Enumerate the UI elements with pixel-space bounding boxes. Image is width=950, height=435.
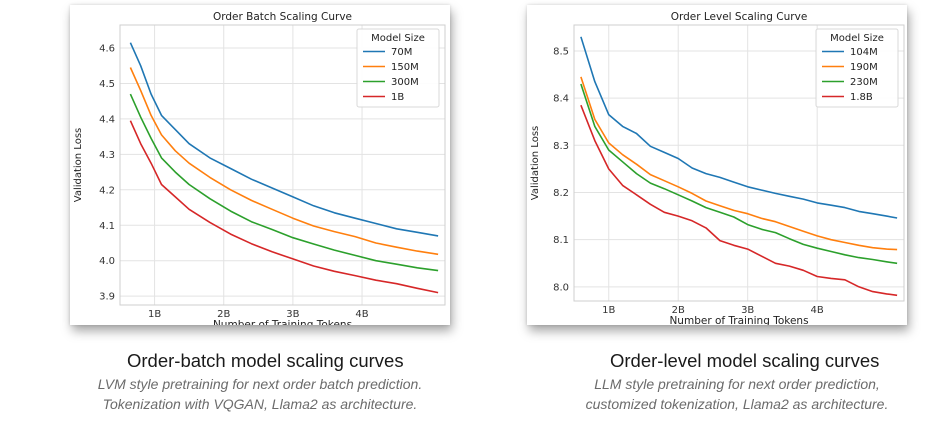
- right-caption-line-1: LLM style pretraining for next order pre…: [594, 376, 880, 392]
- y-tick-label: 4.2: [99, 185, 115, 196]
- y-tick-label: 4.5: [99, 79, 115, 90]
- right-chart-panel: 8.0 8.1 8.2 8.3 8.4 8.5 1B 2B 3B 4B Order Level Sc…: [527, 5, 907, 325]
- chart-title: Order Batch Scaling Curve: [213, 11, 352, 23]
- series-line-190m: [580, 76, 898, 251]
- legend-entry: 190M: [850, 62, 878, 73]
- series-line-230m: [580, 83, 898, 265]
- legend-entry: 300M: [391, 77, 419, 88]
- y-axis-label: Validation Loss: [530, 126, 541, 201]
- x-tick-label: 4B: [355, 309, 368, 320]
- left-caption-subtitle: LVM style pretraining for next order bat…: [45, 374, 475, 414]
- left-caption-line-2: Tokenization with VQGAN, Llama2 as archi…: [102, 396, 418, 412]
- legend-entry: 70M: [391, 47, 412, 58]
- y-tick-label: 3.9: [99, 292, 115, 303]
- y-tick-label: 8.1: [553, 235, 569, 246]
- right-caption-line-2: customized tokenization, Llama2 as archi…: [585, 396, 889, 412]
- series-line-104m: [580, 36, 898, 219]
- y-tick-label: 8.4: [553, 94, 569, 105]
- y-tick-label: 8.2: [553, 188, 569, 199]
- series-line-1b: [129, 120, 439, 294]
- plot-frame: [573, 24, 905, 302]
- chart-title: Order Level Scaling Curve: [671, 11, 808, 23]
- y-axis-label: Validation Loss: [73, 128, 84, 203]
- x-tick-label: 3B: [741, 305, 754, 316]
- right-caption-subtitle: LLM style pretraining for next order pre…: [537, 374, 937, 414]
- y-tick-label: 8.0: [553, 282, 569, 293]
- x-tick-label: 4B: [811, 305, 824, 316]
- legend-entry: 104M: [850, 47, 878, 58]
- legend-title: Model Size: [830, 33, 884, 44]
- left-caption-line-1: LVM style pretraining for next order bat…: [97, 376, 423, 392]
- x-axis-label: Number of Training Tokens: [669, 315, 808, 325]
- order-batch-scaling-chart: 3.9 4.0 4.1 4.2 4.3 4.4 4.5 4.6 1B 2B 3B 4B Order Ba…: [73, 11, 446, 325]
- series-line-70m: [129, 42, 439, 237]
- series-line-1-8b: [580, 104, 898, 297]
- legend-entry: 230M: [850, 77, 878, 88]
- y-tick-label: 8.3: [553, 141, 569, 152]
- left-caption-title: Order-batch model scaling curves: [127, 350, 404, 371]
- x-tick-label: 1B: [148, 309, 161, 320]
- right-caption-title: Order-level model scaling curves: [610, 350, 880, 371]
- y-tick-label: 4.3: [99, 150, 115, 161]
- series-line-300m: [129, 93, 439, 272]
- x-axis-label: Number of Training Tokens: [213, 319, 352, 325]
- legend-box: [815, 28, 899, 108]
- legend-entry: 150M: [391, 62, 419, 73]
- legend-entry: 1.8B: [850, 92, 873, 103]
- y-tick-label: 4.6: [99, 44, 115, 55]
- x-tick-label: 3B: [286, 309, 299, 320]
- legend-box: [356, 28, 440, 108]
- plot-frame: [119, 24, 446, 306]
- legend-entry: 1B: [391, 92, 404, 103]
- y-tick-label: 4.4: [99, 114, 115, 125]
- y-tick-label: 8.5: [553, 46, 569, 57]
- y-tick-label: 4.0: [99, 256, 115, 267]
- x-tick-label: 1B: [602, 305, 615, 316]
- left-chart-panel: 3.9 4.0 4.1 4.2 4.3 4.4 4.5 4.6 1B 2B 3B 4B Order Ba…: [70, 5, 450, 325]
- x-tick-label: 2B: [217, 309, 230, 320]
- order-level-scaling-chart: 8.0 8.1 8.2 8.3 8.4 8.5 1B 2B 3B 4B Order Level Sc…: [530, 11, 905, 325]
- series-line-150m: [129, 67, 439, 256]
- legend-title: Model Size: [371, 33, 425, 44]
- y-tick-label: 4.1: [99, 221, 115, 232]
- x-tick-label: 2B: [672, 305, 685, 316]
